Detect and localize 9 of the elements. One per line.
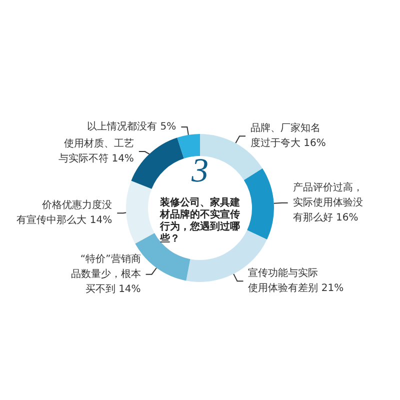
text: 3: [190, 152, 208, 190]
text: 装修公司、家具建材品牌的不实宣传行为，您遇到过哪些？: [159, 196, 240, 244]
slice-label: 产品评价过高，实际使用体验没有那么好 16%: [292, 181, 363, 224]
slice-label: 品牌、厂家知名度过于夸大 16%: [250, 122, 326, 150]
slice-label: 使用材质、工艺与实际不符 14%: [58, 138, 134, 165]
slice-label: “特价”营销商品数量少，根本买不到 14%: [70, 252, 141, 295]
slice-label: 以上情况都没有 5%: [87, 120, 176, 133]
slice-label: 宣传功能与实际使用体验有差别 21%: [248, 267, 344, 294]
slice-label: 价格优惠力度没有宣传中那么大 14%: [16, 199, 112, 226]
